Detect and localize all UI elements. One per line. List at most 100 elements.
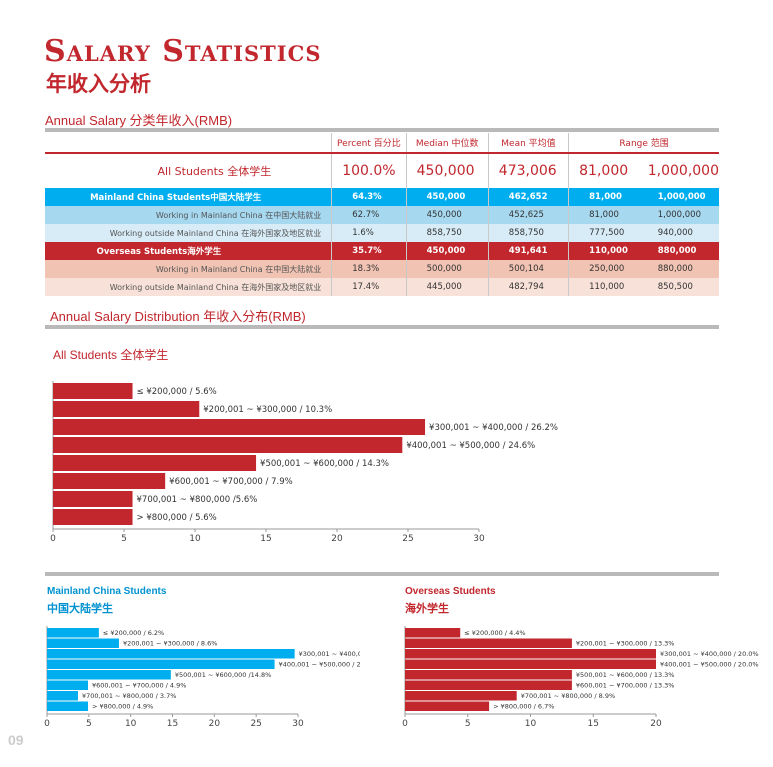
bar-data-label: ¥700,001 ~ ¥800,000 / 8.9% <box>521 692 615 700</box>
x-tick-label: 10 <box>525 719 537 729</box>
cell-median: 858,750 <box>405 224 489 242</box>
chart-all-title: All Students 全体学生 <box>53 348 169 362</box>
row-label: All Students 全体学生 <box>157 165 272 178</box>
bar-data-label: ≤ ¥200,000 / 4.4% <box>464 629 525 637</box>
bar-data-label: ¥500,001 ~ ¥600,000 / 14.3% <box>260 459 389 469</box>
x-tick-label: 0 <box>402 719 408 729</box>
x-tick-label: 30 <box>292 719 304 729</box>
cell-range-min: 250,000 <box>568 260 638 278</box>
bar-data-label: ¥400,001 ~ ¥500,000 / 27.2% <box>279 661 360 669</box>
chart-mainland-students: 0 5 10 15 20 25 30 ≤ ¥200,000 / 6.2% ¥200,001 ~ … <box>44 626 360 729</box>
x-tick-label: 30 <box>473 534 485 544</box>
header-median: Median 中位数 <box>405 133 489 154</box>
bar <box>47 701 88 711</box>
row-label: Overseas Students海外学生 <box>45 242 332 260</box>
bar <box>47 680 88 690</box>
bar <box>53 419 426 435</box>
bar-data-label: ¥400,001 ~ ¥500,000 / 24.6% <box>406 441 535 451</box>
table-row-mainland-out: Working outside Mainland China 在海外国家及地区就… <box>45 224 719 242</box>
header-mean: Mean 平均值 <box>487 133 569 154</box>
bar-data-label: > ¥800,000 / 6.7% <box>493 703 554 711</box>
cell-mean: 473,006 <box>487 153 569 188</box>
bar-data-label: ≤ ¥200,000 / 6.2% <box>103 629 164 637</box>
cell-range-min: 81,000 <box>568 153 638 188</box>
cell-range-max: 850,500 <box>637 278 719 296</box>
table-row-overseas-out: Working outside Mainland China 在海外国家及地区就… <box>45 278 719 296</box>
bar <box>405 691 517 701</box>
table-header-blank <box>45 133 332 154</box>
bar <box>53 437 403 453</box>
cell-range-min: 110,000 <box>568 242 638 260</box>
cell-range-max: 1,000,000 <box>637 188 719 206</box>
x-tick-label: 10 <box>125 719 137 729</box>
x-tick-label: 20 <box>209 719 221 729</box>
bar-data-label: > ¥800,000 / 4.9% <box>92 703 153 711</box>
cell-percent: 100.0% <box>331 153 407 188</box>
cell-range-max: 940,000 <box>637 224 719 242</box>
cell-mean: 858,750 <box>487 224 569 242</box>
bar-data-label: ¥700,001 ~ ¥800,000 / 3.7% <box>82 692 176 700</box>
salary-table: Percent 百分比 Median 中位数 Mean 平均值 Range 范围… <box>45 133 719 296</box>
table-divider <box>45 128 719 132</box>
table-header-row: Percent 百分比 Median 中位数 Mean 平均值 Range 范围 <box>45 133 719 154</box>
bar <box>405 659 656 669</box>
bar <box>405 670 572 680</box>
table-row-mainland-in: Working in Mainland China 在中国大陆就业 62.7% … <box>45 206 719 224</box>
x-tick-label: 5 <box>86 719 92 729</box>
chart-mainland-subtitle: 中国大陆学生 <box>47 603 113 615</box>
bar <box>47 638 119 648</box>
cell-range-min: 81,000 <box>568 188 638 206</box>
bar <box>47 628 99 638</box>
bar-data-label: ¥600,001 ~ ¥700,000 / 4.9% <box>92 682 186 690</box>
row-label: Working in Mainland China 在中国大陆就业 <box>45 260 332 278</box>
bar-data-label: ¥600,001 ~ ¥700,000 / 13.3% <box>576 682 675 690</box>
row-label: Working outside Mainland China 在海外国家及地区就… <box>45 224 332 242</box>
x-tick-label: 20 <box>650 719 662 729</box>
bar-data-label: ¥700,001 ~ ¥800,000 /5.6% <box>137 495 258 505</box>
bar <box>47 659 275 669</box>
bar <box>53 473 166 489</box>
cell-mean: 500,104 <box>487 260 569 278</box>
bar <box>53 509 133 525</box>
distribution-divider <box>45 325 719 329</box>
cell-percent: 35.7% <box>331 242 407 260</box>
table-row-overseas-in: Working in Mainland China 在中国大陆就业 18.3% … <box>45 260 719 278</box>
cell-mean: 452,625 <box>487 206 569 224</box>
distribution-title: Annual Salary Distribution 年收入分布(RMB) <box>50 309 306 324</box>
bar <box>405 638 572 648</box>
table-title: Annual Salary 分类年收入(RMB) <box>45 113 233 128</box>
bar <box>53 401 200 417</box>
bar-data-label: ¥200,001 ~ ¥300,000 / 10.3% <box>203 405 332 415</box>
cell-median: 450,000 <box>405 206 489 224</box>
row-label: Working in Mainland China 在中国大陆就业 <box>45 206 332 224</box>
bar-data-label: ¥300,001 ~ ¥400,000 / 20.0% <box>660 650 759 658</box>
chart-overseas-subtitle: 海外学生 <box>405 603 449 615</box>
cell-percent: 1.6% <box>331 224 407 242</box>
bar-data-label: > ¥800,000 / 5.6% <box>137 513 217 523</box>
bar <box>47 670 171 680</box>
bar <box>47 691 78 701</box>
table-row-mainland: Mainland China Students中国大陆学生 64.3% 450,… <box>45 188 719 206</box>
bar-data-label: ¥400,001 ~ ¥500,000 / 20.0% <box>660 661 759 669</box>
cell-range-min: 110,000 <box>568 278 638 296</box>
x-tick-label: 25 <box>250 719 261 729</box>
cell-range-max: 880,000 <box>637 260 719 278</box>
x-tick-label: 15 <box>260 534 271 544</box>
cell-range-max: 1,000,000 <box>647 163 719 179</box>
page-title: Salary Statistics <box>44 34 322 69</box>
row-label: Working outside Mainland China 在海外国家及地区就… <box>45 278 332 296</box>
header-range: Range 范围 <box>568 133 719 154</box>
chart-mainland-title: Mainland China Students <box>47 586 167 597</box>
bar <box>405 649 656 659</box>
chart-overseas-students: 0 5 10 15 20 ≤ ¥200,000 / 4.4% ¥200,001 ~ ¥300… <box>402 626 759 729</box>
table-row-all-students: All Students 全体学生 100.0% 450,000 473,006… <box>45 153 719 188</box>
bar <box>405 680 572 690</box>
x-tick-label: 25 <box>402 534 413 544</box>
cell-percent: 17.4% <box>331 278 407 296</box>
x-tick-label: 10 <box>189 534 201 544</box>
cell-range-max: 880,000 <box>637 242 719 260</box>
bar-data-label: ¥200,001 ~ ¥300,000 / 8.6% <box>123 640 217 648</box>
bar <box>405 701 490 711</box>
x-tick-label: 5 <box>465 719 471 729</box>
page-number: 09 <box>8 732 24 748</box>
